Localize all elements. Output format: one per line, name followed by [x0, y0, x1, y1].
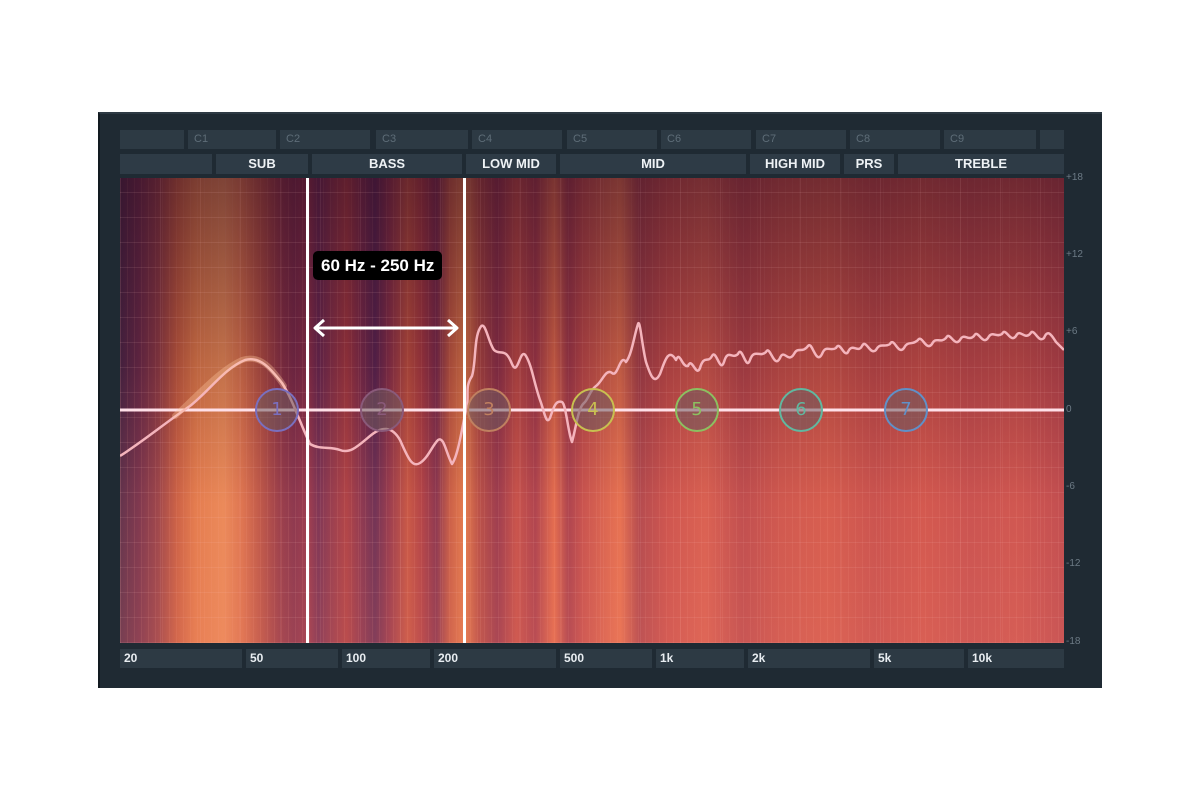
eq-node-2[interactable]: 2 [360, 388, 404, 432]
note-cell-c2: C2 [280, 130, 370, 149]
note-cell-c9: C9 [944, 130, 1036, 149]
freq-label: 50 [246, 649, 338, 668]
freq-label: 100 [342, 649, 430, 668]
eq-node-6[interactable]: 6 [779, 388, 823, 432]
freq-label: 200 [434, 649, 556, 668]
note-cell-blank-right [1040, 130, 1064, 149]
eq-node-7[interactable]: 7 [884, 388, 928, 432]
band-low-mid[interactable]: LOW MID [466, 154, 556, 174]
band-bass[interactable]: BASS [312, 154, 462, 174]
band-cell-blank [120, 154, 212, 174]
range-arrow-icon [313, 318, 459, 338]
note-cell-blank-left [120, 130, 184, 149]
freq-label: 20 [120, 649, 242, 668]
eq-node-5[interactable]: 5 [675, 388, 719, 432]
sub-band-glow [172, 355, 287, 419]
freq-label: 5k [874, 649, 964, 668]
eq-node-1[interactable]: 1 [255, 388, 299, 432]
freq-label: 500 [560, 649, 652, 668]
db-label: -6 [1066, 481, 1075, 492]
db-label: -18 [1066, 636, 1081, 647]
note-cell-c4: C4 [472, 130, 562, 149]
eq-node-4[interactable]: 4 [571, 388, 615, 432]
db-label: +12 [1066, 249, 1083, 260]
range-label: 60 Hz - 250 Hz [313, 251, 443, 280]
db-label: +18 [1066, 172, 1083, 183]
band-treble[interactable]: TREBLE [898, 154, 1064, 174]
eq-node-3[interactable]: 3 [467, 388, 511, 432]
freq-label: 2k [748, 649, 870, 668]
db-label: -12 [1066, 558, 1081, 569]
note-cell-c6: C6 [661, 130, 751, 149]
freq-label: 10k [968, 649, 1064, 668]
note-cell-c5: C5 [567, 130, 657, 149]
note-cell-c7: C7 [756, 130, 846, 149]
db-label: 0 [1066, 404, 1072, 415]
note-cell-c1: C1 [188, 130, 276, 149]
range-marker-start[interactable] [306, 178, 309, 643]
eq-response-curve [120, 322, 1064, 466]
band-presence[interactable]: PRS [844, 154, 894, 174]
range-marker-end[interactable] [463, 178, 466, 643]
db-label: +6 [1066, 326, 1078, 337]
band-high-mid[interactable]: HIGH MID [750, 154, 840, 174]
note-cell-c3: C3 [376, 130, 468, 149]
band-mid[interactable]: MID [560, 154, 746, 174]
freq-label: 1k [656, 649, 744, 668]
band-sub[interactable]: SUB [216, 154, 308, 174]
note-cell-c8: C8 [850, 130, 940, 149]
